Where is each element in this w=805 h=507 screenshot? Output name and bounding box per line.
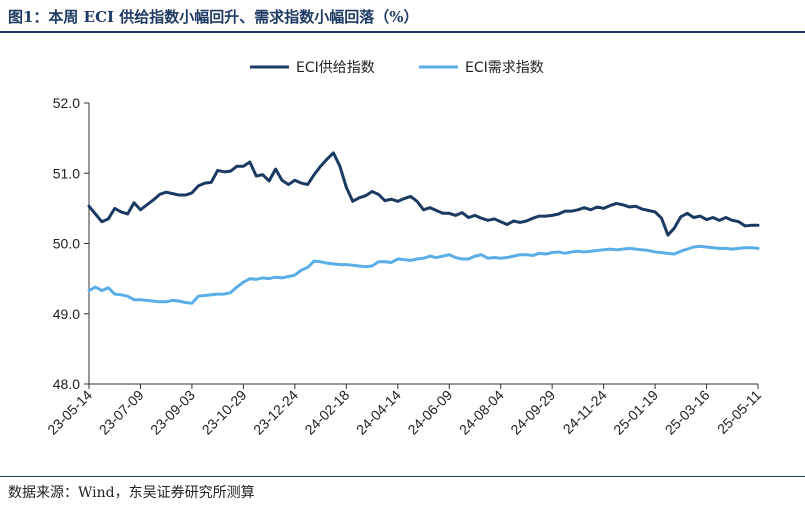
x-tick-label: 23-07-09	[96, 387, 147, 438]
x-tick-label: 25-01-19	[610, 387, 661, 438]
x-tick-label: 23-12-24	[250, 387, 301, 438]
eci-line-chart: ECI供给指数 ECI需求指数 48.0 49.0 50.0 51.0 52.0 23-05…	[44, 60, 764, 438]
demand-series-line	[87, 244, 760, 305]
footer-divider	[0, 476, 805, 477]
supply-series-line	[87, 151, 760, 237]
y-tick-label: 51.0	[53, 165, 80, 181]
y-tick-label: 50.0	[53, 236, 80, 252]
x-tick-label: 25-05-11	[714, 387, 764, 437]
x-tick-label: 24-06-09	[404, 387, 455, 438]
series-layer	[87, 151, 760, 305]
data-source-note: 数据来源：Wind，东吴证券研究所测算	[8, 485, 255, 501]
x-tick-label: 23-10-29	[199, 387, 250, 438]
chart-legend: ECI供给指数 ECI需求指数	[250, 60, 544, 76]
title-divider	[0, 31, 805, 33]
y-tick-label: 52.0	[53, 95, 80, 111]
x-tick-label: 24-09-29	[507, 387, 558, 438]
legend-label-supply: ECI供给指数	[296, 60, 375, 76]
x-tick-label: 24-02-18	[301, 387, 352, 438]
legend-label-demand: ECI需求指数	[465, 60, 544, 76]
figure-title: 图1：本周 ECI 供给指数小幅回升、需求指数小幅回落（%）	[8, 8, 419, 26]
x-tick-label: 23-05-14	[44, 387, 95, 438]
x-tick-label: 25-03-16	[662, 387, 713, 438]
y-tick-label: 49.0	[53, 306, 80, 322]
x-tick-label: 24-11-24	[560, 387, 610, 437]
y-tick-label: 48.0	[53, 376, 80, 392]
x-tick-label: 24-04-14	[353, 387, 404, 438]
chart-axes: 48.0 49.0 50.0 51.0 52.0 23-05-14 23-07-09 23-0…	[44, 95, 764, 438]
x-tick-label: 23-09-03	[147, 387, 198, 438]
x-tick-label: 24-08-04	[456, 387, 507, 438]
